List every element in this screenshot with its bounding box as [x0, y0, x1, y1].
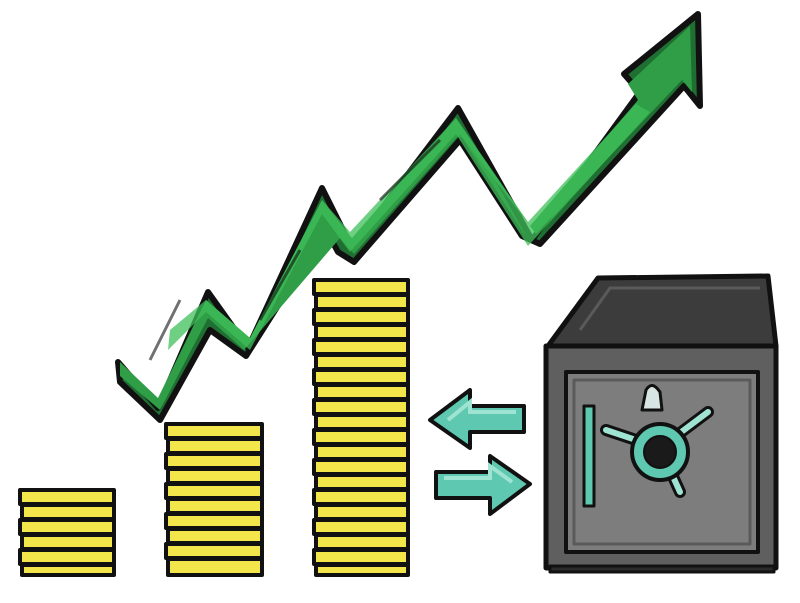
safe-icon — [543, 273, 779, 574]
arrow-right-icon — [434, 454, 532, 516]
coin-stack-medium-icon — [164, 422, 264, 577]
arrow-left-icon — [428, 388, 526, 450]
growth-arrow-icon — [115, 11, 703, 423]
coin-stack-small-icon — [18, 488, 116, 577]
coin-stack-large-icon — [312, 278, 410, 577]
